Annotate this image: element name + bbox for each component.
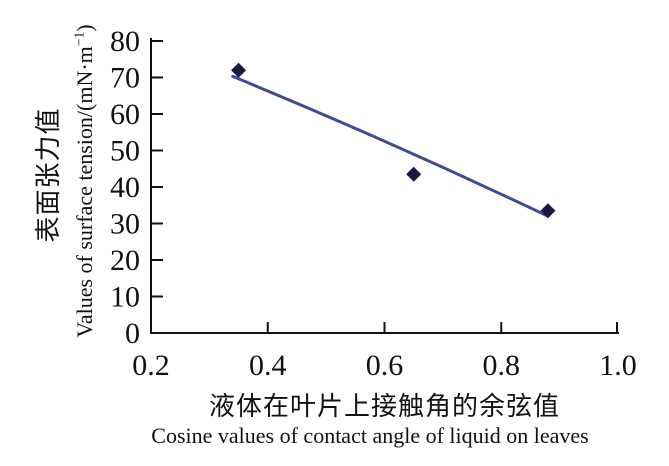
- x-tick-label: 0.6: [366, 349, 404, 382]
- y-tick-label: 20: [110, 244, 140, 277]
- y-axis-title-en-close: ): [72, 24, 97, 32]
- x-tick-label: 0.2: [132, 349, 170, 382]
- data-point-marker: [406, 166, 422, 182]
- y-tick-label: 40: [110, 171, 140, 204]
- x-tick-label: 0.4: [249, 349, 287, 382]
- x-tick-label: 1.0: [599, 349, 637, 382]
- data-point-marker: [231, 62, 247, 78]
- x-axis-title-en: Cosine values of contact angle of liquid…: [151, 423, 589, 448]
- y-tick-label: 70: [110, 62, 140, 95]
- y-tick-label: 80: [110, 25, 140, 58]
- y-tick-label: 60: [110, 98, 140, 131]
- y-axis-title-en-superscript: −1: [71, 31, 87, 47]
- y-axis-title-zh: 表面张力值: [34, 107, 63, 243]
- y-tick-label: 10: [110, 281, 140, 314]
- trend-line: [231, 74, 550, 218]
- y-axis-title-en: Values of surface tension/(mN·m−1): [71, 24, 97, 338]
- y-tick-label: 0: [125, 317, 140, 350]
- y-axis-title-en-main: Values of surface tension/(mN·m: [72, 46, 97, 338]
- x-axis-title-zh: 液体在叶片上接触角的余弦值: [208, 392, 560, 421]
- x-tick-label: 0.8: [483, 349, 521, 382]
- y-tick-label: 30: [110, 208, 140, 241]
- y-tick-label: 50: [110, 135, 140, 168]
- data-point-marker: [540, 203, 556, 219]
